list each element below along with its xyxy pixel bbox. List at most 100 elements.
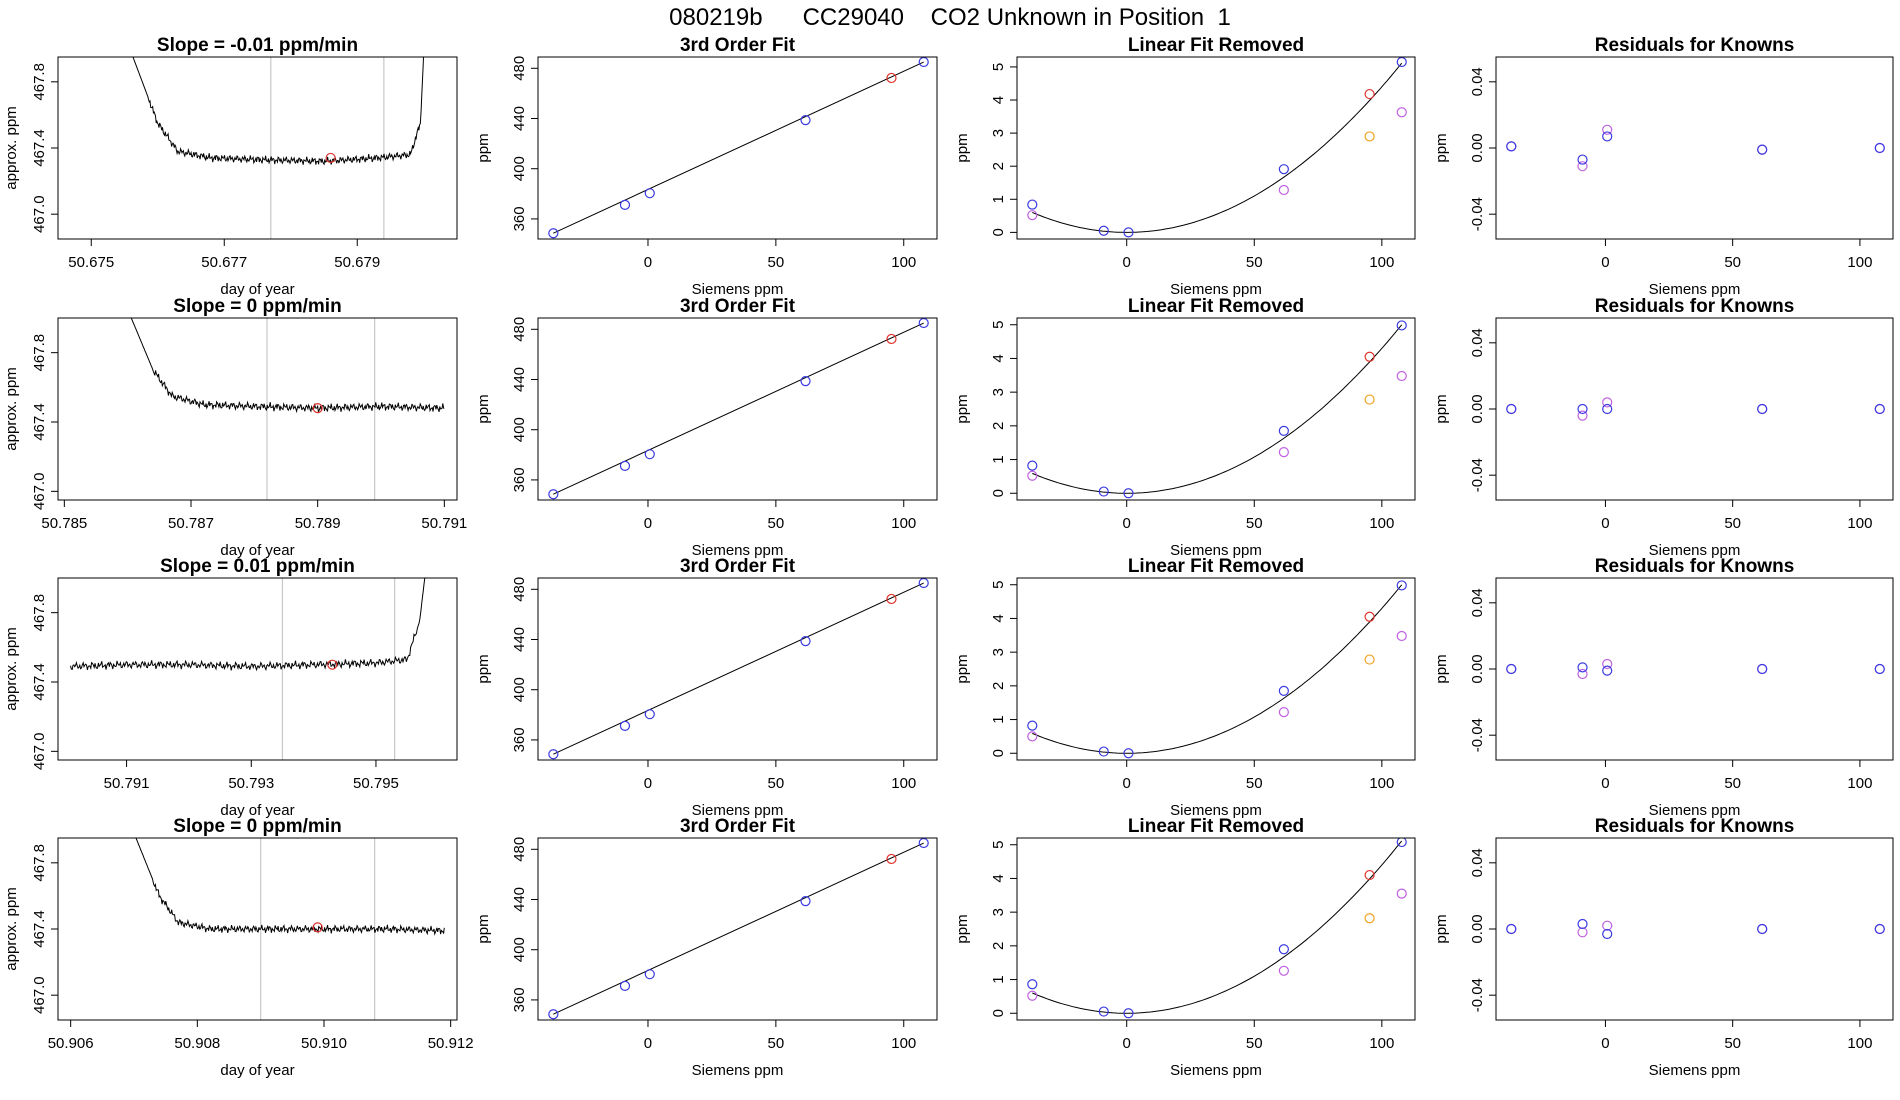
x-tick-label: 100 [891,1035,916,1052]
plot-frame [1016,577,1416,761]
x-axis-label: Siemens ppm [1170,802,1262,819]
violet-point [1602,397,1613,408]
y-axis-label: ppm [1433,394,1450,423]
known-point [1123,1008,1134,1019]
plot-area [1027,320,1407,499]
plot-frame [1495,837,1894,1021]
y-tick-label: 467.0 [31,976,48,1014]
y-axis-label: approx. ppm [3,627,20,710]
panel-time-row1: Slope = -0.01 ppm/min day of year approx. … [3,35,458,298]
violet-point [1396,370,1407,382]
y-tick-label: 0.00 [1469,394,1486,423]
y-tick-label: 2 [990,682,1007,690]
y-tick-label: 2 [990,162,1007,170]
plot-frame [1495,56,1894,240]
y-tick-label: 4 [990,96,1007,104]
y-tick-label: 467.0 [31,733,48,771]
y-axis-label: ppm [475,133,492,162]
orange-point [1364,131,1375,142]
x-tick-label: 100 [1369,254,1394,271]
plot-frame [537,56,938,240]
known-point [1278,944,1289,955]
x-tick-label: 50.906 [48,1035,94,1052]
known-point [1027,720,1038,731]
x-tick-label: 50.793 [228,775,274,792]
unknown-point [312,922,323,933]
x-tick-label: 0 [644,515,652,532]
y-tick-label: 0.04 [1469,848,1486,877]
y-tick-label: 467.8 [31,594,48,632]
unknown-point [886,593,897,605]
plot-area [548,838,929,1020]
x-axis-label: day of year [220,802,294,819]
y-tick-label: 467.0 [31,195,48,233]
violet-point [1602,124,1613,135]
residual-curve [1032,584,1403,754]
known-point [1396,320,1407,331]
x-axis-label: day of year [220,1062,294,1079]
y-tick-label: 360 [511,727,528,752]
panel-title: Slope = 0 ppm/min [173,816,341,837]
y-tick-label: 1 [990,195,1007,203]
y-tick-label: 0.00 [1469,133,1486,162]
y-tick-label: 467.4 [31,403,48,441]
known-point [1278,164,1289,175]
known-point [1123,488,1134,499]
plot-frame [1016,56,1416,240]
plot-frame [537,837,938,1021]
known-point [1027,979,1038,990]
known-point [1396,580,1407,591]
fit-line [553,582,924,755]
panel-title: Residuals for Knowns [1595,296,1795,317]
y-tick-label: 440 [511,627,528,652]
known-point [800,115,811,126]
y-tick-label: 400 [511,937,528,962]
x-tick-label: 50.785 [41,515,87,532]
trace-line [70,578,426,672]
y-tick-label: 0.04 [1469,328,1486,357]
plot-area [1027,580,1407,759]
unknown-point [1364,869,1375,881]
panel-linear-row2: Linear Fit Removed Siemens ppm ppm 0 50 100 0 1… [954,296,1416,559]
y-tick-label: 480 [511,577,528,602]
unknown-point [327,659,338,670]
violet-point [1577,410,1588,421]
x-tick-label: 50.908 [174,1035,220,1052]
panel-time-row2: Slope = 0 ppm/min day of year approx. ppm 5… [3,296,467,559]
panel-resid-row3: Residuals for Knowns Siemens ppm ppm 0 50 100… [1433,556,1894,819]
known-point [1123,227,1134,238]
known-point [1602,403,1613,415]
y-tick-label: 0.04 [1469,67,1486,96]
known-point [644,709,655,720]
y-tick-label: 0 [990,1009,1007,1017]
known-point [1577,662,1588,673]
plot-area [1506,124,1885,172]
x-tick-label: 0 [644,1035,652,1052]
y-axis-label: approx. ppm [3,887,20,970]
plot-area [1027,838,1407,1019]
trace-line [130,318,445,414]
known-point [1278,685,1289,697]
x-tick-label: 100 [1369,775,1394,792]
violet-point [1278,965,1289,976]
plot-frame [57,577,458,761]
residual-curve [1032,840,1403,1014]
panel-title: Residuals for Knowns [1595,35,1795,56]
y-tick-label: 440 [511,887,528,912]
unknown-point [886,853,897,865]
y-tick-label: 3 [990,129,1007,137]
known-point [1874,923,1885,935]
plot-frame [57,317,458,501]
plot-frame [1495,317,1894,501]
y-axis-label: ppm [954,133,971,162]
x-tick-label: 100 [891,515,916,532]
panel-linear-row1: Linear Fit Removed Siemens ppm ppm 0 50 100 0 1… [954,35,1416,298]
y-axis-label: ppm [954,914,971,943]
x-tick-label: 100 [891,254,916,271]
x-tick-label: 50 [1246,775,1263,792]
known-point [1874,142,1885,154]
y-tick-label: 480 [511,317,528,342]
y-axis-label: ppm [475,394,492,423]
x-tick-label: 0 [1123,1035,1131,1052]
